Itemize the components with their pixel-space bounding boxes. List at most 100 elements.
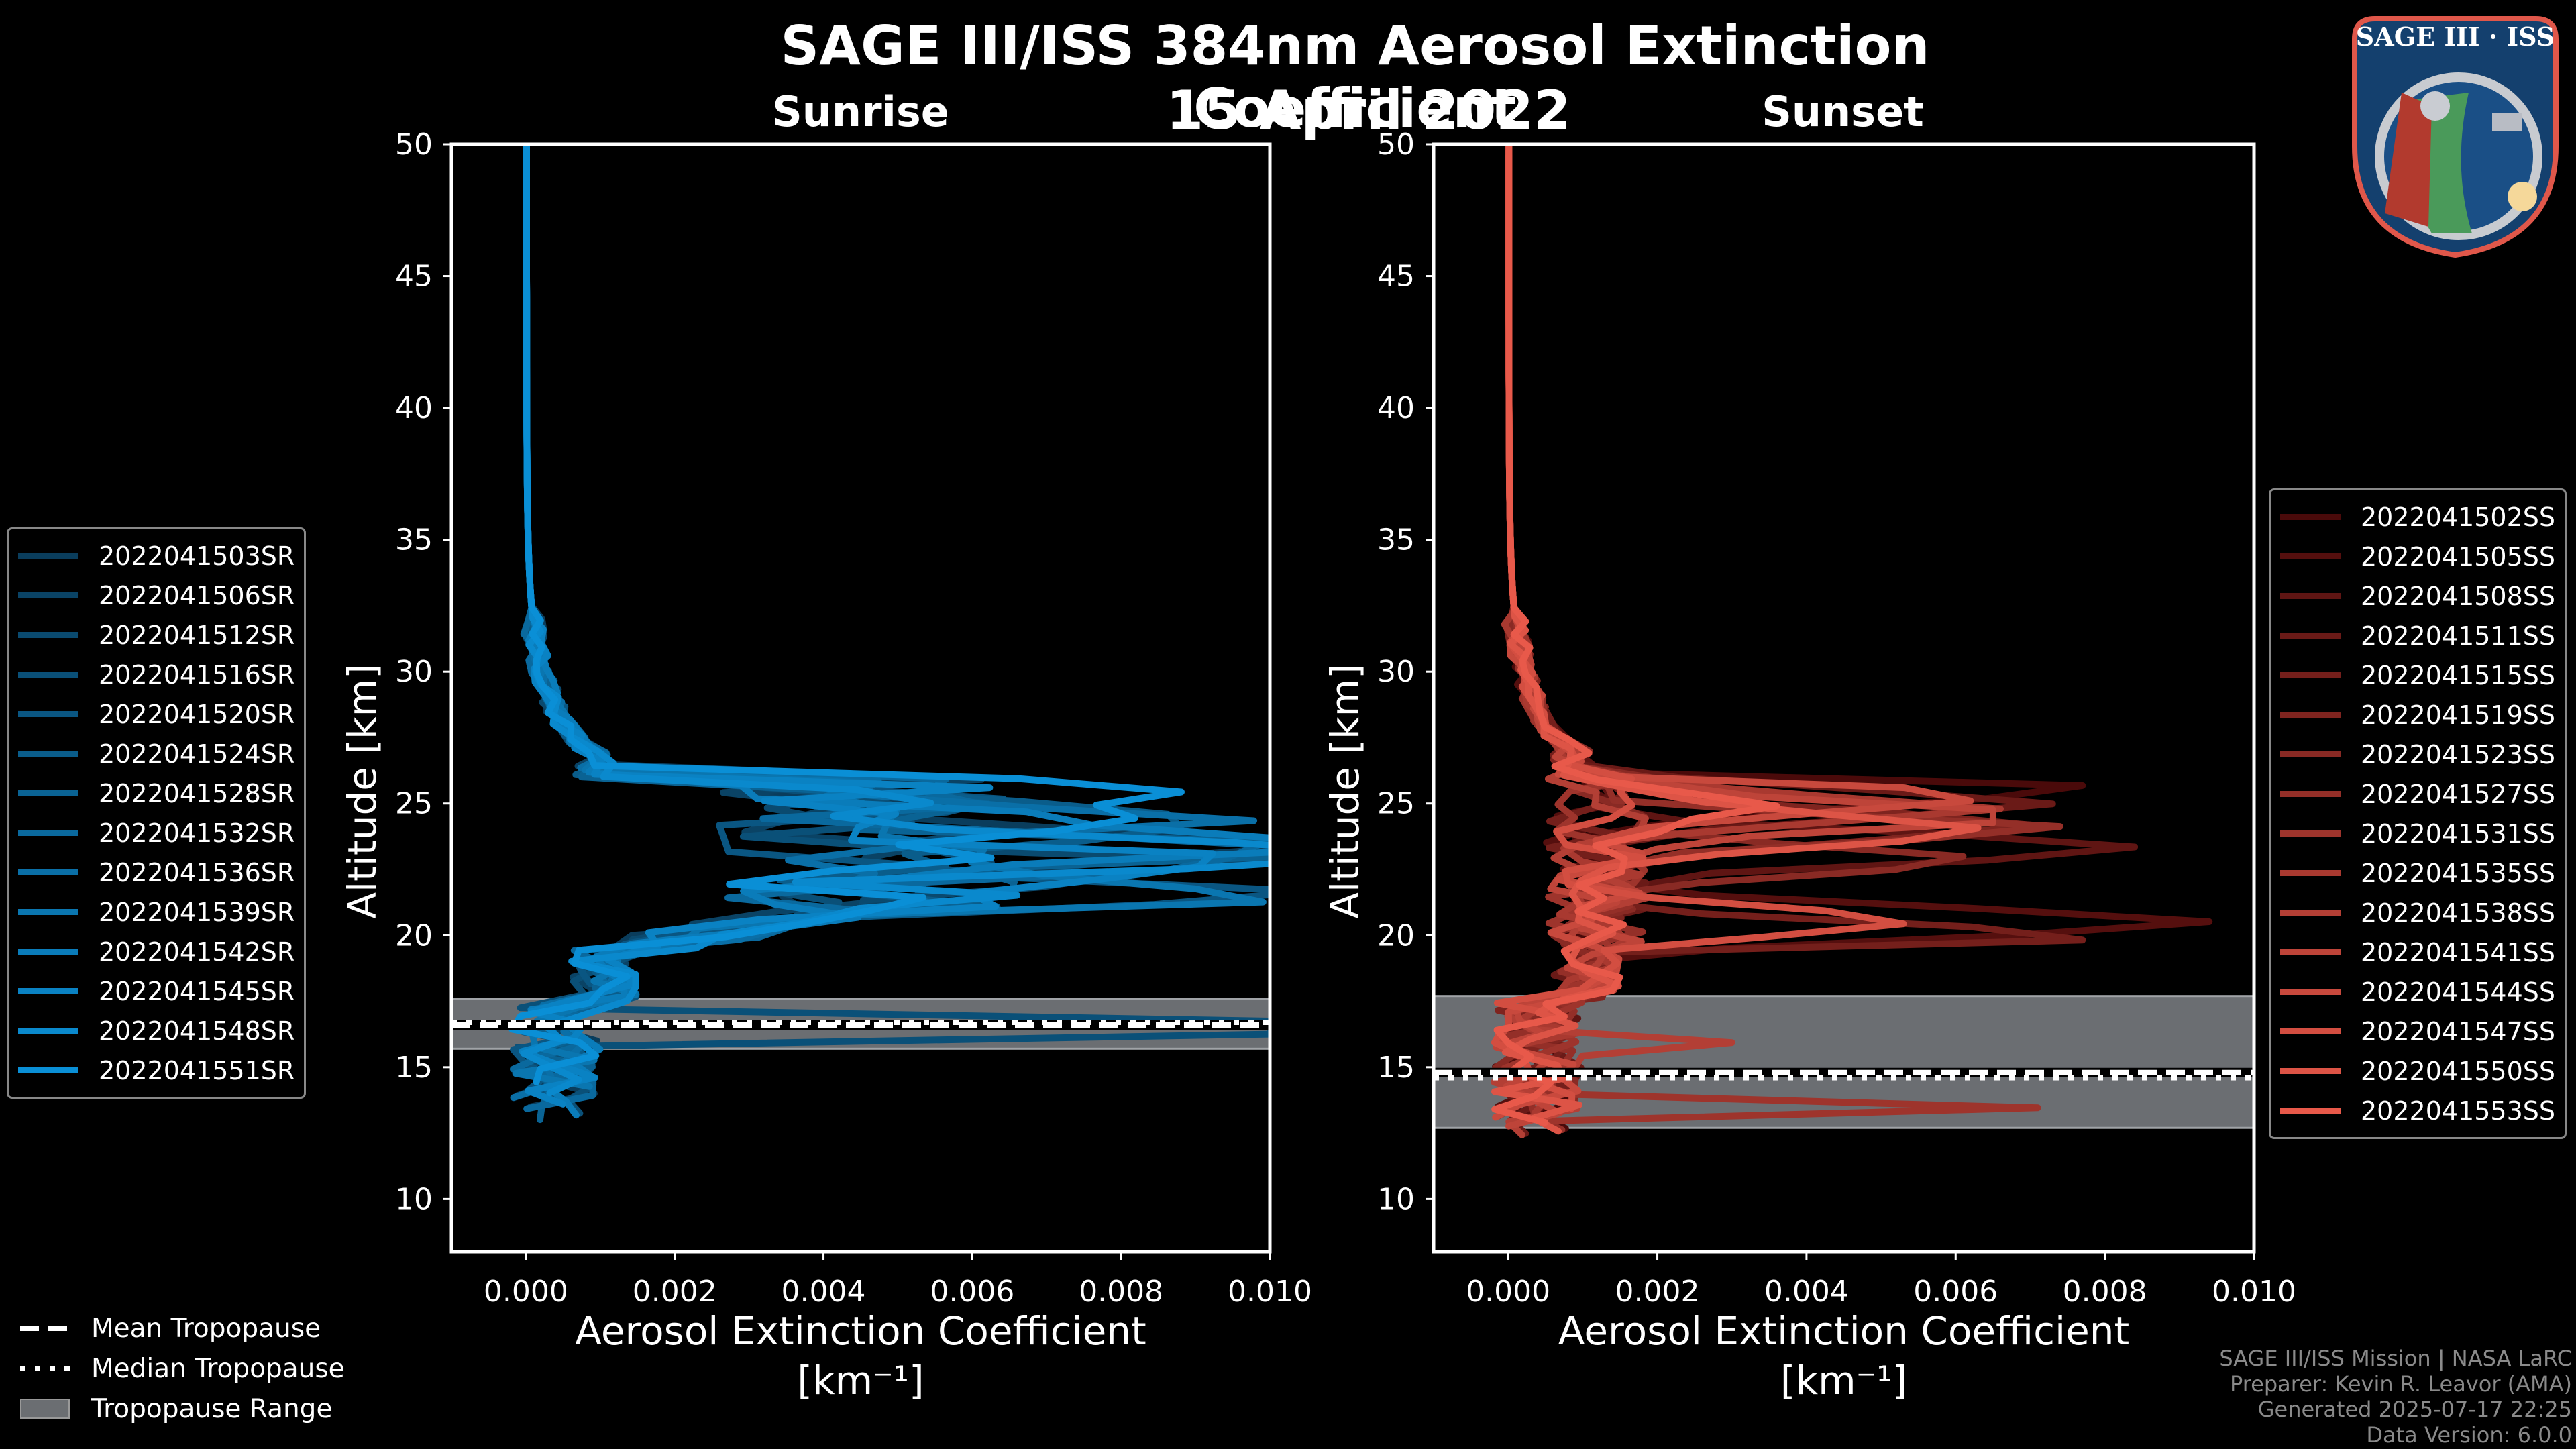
legend-item: 2022041505SS	[2280, 537, 2555, 576]
legend-line-swatch-icon	[2280, 1028, 2341, 1034]
legend-item: 2022041512SR	[18, 615, 294, 655]
sunset-panel: 0.000 0.002 0.004 0.006 0.008 0.010 10 15 20 25 30…	[1322, 127, 2296, 1403]
legend-line-swatch-icon	[2280, 593, 2341, 599]
legend-label: 2022041527SS	[2361, 779, 2556, 809]
legend-item: 2022041516SR	[18, 655, 294, 694]
x-axis-label: Aerosol Extinction Coefficient	[1558, 1308, 2130, 1354]
credits-block: SAGE III/ISS Mission | NASA LaRC Prepare…	[2219, 1346, 2572, 1448]
legend-line-swatch-icon	[18, 553, 78, 559]
legend-label: 2022041545SR	[99, 976, 295, 1006]
legend-label: 2022041536SR	[99, 857, 295, 888]
y-tick-label: 25	[395, 787, 433, 821]
legend-line-swatch-icon	[2280, 553, 2341, 559]
legend-label: 2022041542SR	[99, 936, 295, 967]
legend-item: 2022041524SR	[18, 734, 294, 773]
legend-item: 2022041545SR	[18, 971, 294, 1011]
legend-label: 2022041524SR	[99, 739, 295, 769]
legend-item: 2022041532SR	[18, 813, 294, 853]
legend-label: 2022041531SS	[2361, 818, 2556, 849]
legend-item: 2022041550SS	[2280, 1051, 2555, 1091]
sunrise-panel-title: Sunrise	[772, 87, 949, 136]
y-tick-label: 15	[395, 1051, 433, 1085]
y-tick-label: 35	[395, 523, 433, 557]
legend-label: 2022041502SS	[2361, 502, 2556, 532]
x-tick-label: 0.000	[484, 1275, 568, 1309]
legend-line-swatch-icon	[18, 711, 78, 717]
legend-label: 2022041511SS	[2361, 621, 2556, 651]
legend-label: 2022041519SS	[2361, 700, 2556, 730]
y-tick-label: 45	[1377, 260, 1415, 294]
legend-line-swatch-icon	[18, 592, 78, 598]
legend-item: 2022041508SS	[2280, 576, 2555, 616]
legend-label: 2022041553SS	[2361, 1095, 2556, 1126]
legend-item: 2022041542SR	[18, 932, 294, 971]
y-tick-label: 25	[1377, 787, 1415, 821]
y-tick-label: 20	[1377, 918, 1415, 953]
legend-label: 2022041541SS	[2361, 937, 2556, 967]
legend-line-swatch-icon	[18, 949, 78, 955]
credit-version: Data Version: 6.0.0	[2366, 1422, 2572, 1448]
legend-label: 2022041505SS	[2361, 541, 2556, 572]
legend-label: 2022041503SR	[99, 541, 295, 571]
legend-item: 2022041547SS	[2280, 1012, 2555, 1051]
legend-line-swatch-icon	[18, 751, 78, 757]
legend-item: 2022041536SR	[18, 853, 294, 892]
legend-label: 2022041508SS	[2361, 581, 2556, 611]
x-tick-label: 0.006	[930, 1275, 1014, 1309]
legend-line-swatch-icon	[18, 988, 78, 994]
legend-label: 2022041550SS	[2361, 1056, 2556, 1086]
legend-line-swatch-icon	[2280, 1068, 2341, 1074]
x-axis-unit: [km⁻¹]	[1780, 1358, 1907, 1403]
legend-line-swatch-icon	[2280, 514, 2341, 520]
legend-label: 2022041539SR	[99, 897, 295, 927]
legend-item-median-tropopause: Median Tropopause	[20, 1348, 345, 1389]
x-axis-label: Aerosol Extinction Coefficient	[575, 1308, 1146, 1354]
legend-label: Mean Tropopause	[91, 1313, 321, 1344]
y-axis-label: Altitude [km]	[339, 663, 385, 918]
dashed-line-icon	[20, 1326, 70, 1331]
x-tick-label: 0.002	[633, 1275, 717, 1309]
legend-line-swatch-icon	[2280, 791, 2341, 797]
legend-line-swatch-icon	[2280, 1108, 2341, 1114]
legend-line-swatch-icon	[2280, 830, 2341, 837]
legend-line-swatch-icon	[2280, 712, 2341, 718]
y-tick-label: 50	[1377, 127, 1415, 162]
legend-item: 2022041544SS	[2280, 972, 2555, 1012]
legend-item: 2022041548SR	[18, 1011, 294, 1051]
legend-item: 2022041520SR	[18, 694, 294, 734]
figure-title: SAGE III/ISS 384nm Aerosol Extinction Co…	[780, 15, 1930, 140]
legend-label: 2022041523SS	[2361, 739, 2556, 769]
legend-item: 2022041503SR	[18, 536, 294, 576]
legend-line-swatch-icon	[18, 830, 78, 836]
legend-label: 2022041512SR	[99, 620, 295, 650]
legend-item: 2022041502SS	[2280, 497, 2555, 537]
legend-label: 2022041551SR	[99, 1055, 295, 1085]
x-tick-label: 0.008	[2063, 1275, 2147, 1309]
y-tick-label: 45	[395, 260, 433, 294]
legend-label: 2022041532SR	[99, 818, 295, 848]
y-tick-label: 30	[1377, 655, 1415, 689]
legend-line-swatch-icon	[2280, 870, 2341, 876]
range-fill-icon	[20, 1399, 70, 1419]
y-tick-label: 35	[1377, 523, 1415, 557]
legend-item: 2022041515SS	[2280, 655, 2555, 695]
dotted-line-icon	[20, 1366, 70, 1371]
legend-item: 2022041539SR	[18, 892, 294, 932]
legend-line-swatch-icon	[2280, 633, 2341, 639]
legend-item: 2022041527SS	[2280, 774, 2555, 814]
legend-item-mean-tropopause: Mean Tropopause	[20, 1308, 345, 1348]
x-tick-label: 0.006	[1913, 1275, 1998, 1309]
legend-line-swatch-icon	[18, 790, 78, 796]
legend-item: 2022041551SR	[18, 1051, 294, 1090]
legend-item: 2022041541SS	[2280, 932, 2555, 972]
credit-mission: SAGE III/ISS Mission | NASA LaRC	[2219, 1346, 2572, 1371]
legend-item: 2022041519SS	[2280, 695, 2555, 735]
legend-label: 2022041547SS	[2361, 1016, 2556, 1046]
y-tick-label: 50	[395, 127, 433, 162]
legend-label: Median Tropopause	[91, 1353, 345, 1384]
legend-item: 2022041535SS	[2280, 853, 2555, 893]
y-tick-label: 15	[1377, 1051, 1415, 1085]
legend-line-swatch-icon	[2280, 989, 2341, 995]
figure-date: 15 April 2022	[1166, 79, 1571, 142]
